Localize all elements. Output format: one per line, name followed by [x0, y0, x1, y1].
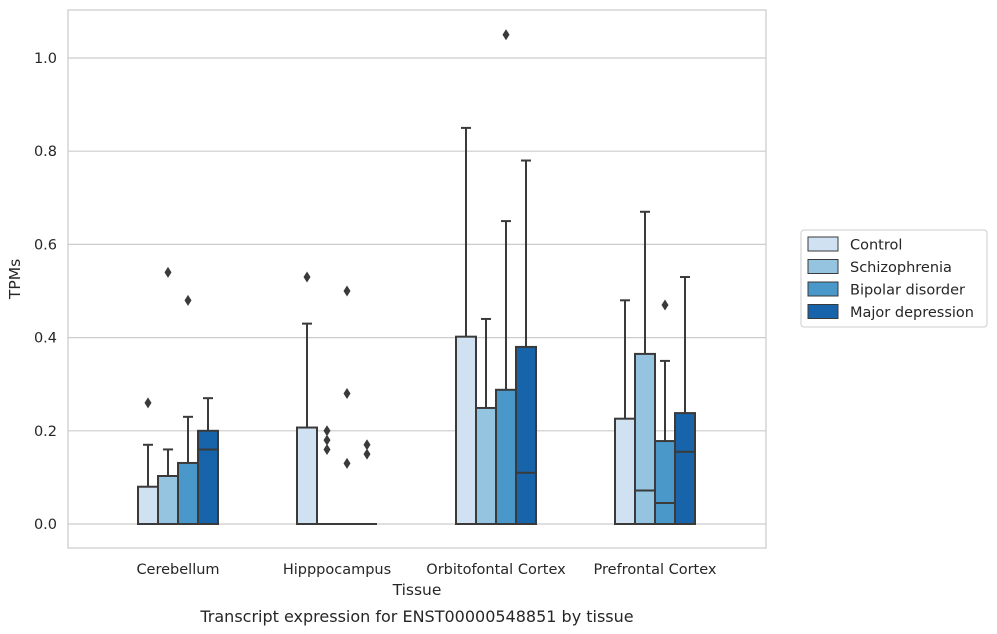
box-rect	[654, 440, 676, 525]
box-rect	[157, 475, 179, 526]
box-control	[296, 271, 318, 525]
y-axis-label: TPMs	[6, 259, 24, 300]
box-rect	[197, 429, 219, 525]
box-schizophrenia	[634, 210, 656, 525]
outlier-point	[343, 285, 351, 297]
outlier-point	[661, 299, 669, 311]
box-rect	[515, 345, 537, 526]
plot-frame	[67, 9, 767, 549]
legend-label: Bipolar disorder	[850, 283, 965, 299]
box-rect	[137, 485, 159, 525]
x-axis-label: Tissue	[392, 581, 442, 599]
box-control	[137, 397, 159, 525]
outlier-point	[323, 434, 331, 446]
outlier-point	[164, 266, 172, 278]
y-axis-ticks: 0.0 0.2 0.4 0.6 0.8 1.0	[34, 51, 57, 533]
y-tick-label: 0.6	[34, 237, 57, 253]
y-tick-label: 0.4	[34, 331, 57, 347]
figure-caption: Transcript expression for ENST0000054885…	[199, 607, 633, 626]
box-schizophrenia	[317, 425, 337, 525]
x-tick-label: Cerebellum	[136, 562, 219, 578]
x-tick-label: Prefrontal Cortex	[594, 562, 717, 578]
box-bipolar-disorder	[495, 29, 517, 525]
legend-frame	[800, 229, 988, 328]
y-tick-label: 1.0	[34, 51, 57, 67]
box-rect	[296, 426, 318, 525]
box-schizophrenia	[475, 317, 497, 525]
box-major-depression	[357, 439, 377, 525]
box-rect	[475, 406, 497, 525]
legend-swatch	[807, 281, 839, 297]
outlier-point	[343, 457, 351, 469]
y-tick-label: 0.8	[34, 144, 57, 160]
legend: Control Schizophrenia Bipolar disorder Majo…	[800, 229, 988, 328]
box-control	[455, 126, 477, 525]
box-rect	[634, 352, 656, 525]
outlier-point	[343, 388, 351, 400]
outlier-point	[144, 397, 152, 409]
box-rect	[614, 417, 636, 525]
y-tick-label: 0.0	[34, 517, 57, 533]
outlier-point	[502, 29, 510, 41]
outlier-point	[184, 294, 192, 306]
legend-label: Schizophrenia	[850, 260, 952, 276]
box-bipolar-disorder	[654, 299, 676, 525]
box-rect	[495, 388, 517, 525]
x-tick-label: Hipppocampus	[283, 562, 391, 578]
box-rect	[177, 461, 199, 526]
x-axis-ticks: Cerebellum Hipppocampus Orbitofontal Corte…	[136, 562, 716, 578]
x-tick-label: Orbitofontal Cortex	[426, 562, 566, 578]
box-major-depression	[674, 276, 696, 526]
legend-label: Major depression	[850, 305, 974, 321]
outlier-point	[323, 443, 331, 455]
y-tick-label: 0.2	[34, 424, 57, 440]
legend-swatch	[807, 259, 839, 274]
box-schizophrenia	[157, 266, 179, 526]
outlier-point	[363, 448, 371, 460]
outlier-point	[323, 425, 331, 437]
legend-label: Control	[850, 238, 902, 254]
legend-swatch	[807, 236, 839, 252]
legend-swatch	[807, 304, 839, 319]
outlier-point	[363, 439, 371, 451]
box-control	[614, 299, 636, 525]
box-rect	[674, 412, 696, 526]
box-bipolar-disorder	[177, 294, 199, 526]
box-major-depression	[197, 397, 219, 525]
box-rect	[455, 335, 477, 525]
box-plot-marks	[137, 29, 696, 526]
box-bipolar-disorder	[337, 285, 357, 525]
outlier-point	[303, 271, 311, 283]
box-major-depression	[515, 159, 537, 526]
